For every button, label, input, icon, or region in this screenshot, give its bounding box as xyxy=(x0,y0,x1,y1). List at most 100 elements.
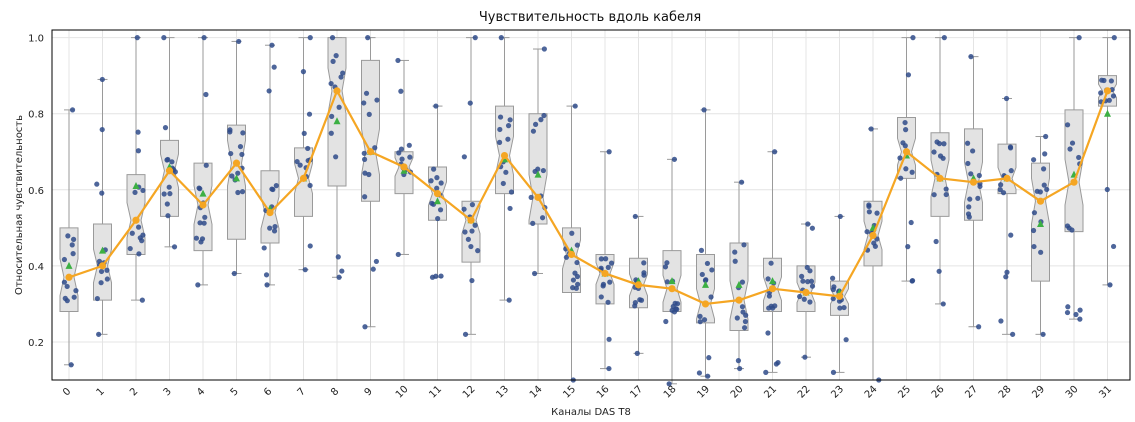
data-point xyxy=(336,104,342,110)
data-point xyxy=(336,274,342,280)
data-point xyxy=(830,296,836,302)
data-point xyxy=(709,267,715,273)
median-marker xyxy=(735,296,743,304)
data-point xyxy=(294,158,300,165)
data-point xyxy=(732,249,738,255)
data-point xyxy=(1031,210,1038,216)
data-point xyxy=(533,121,539,127)
x-tick-label: 29 xyxy=(1030,384,1047,401)
data-point xyxy=(909,278,916,284)
data-point xyxy=(830,286,836,293)
data-point xyxy=(505,123,512,129)
data-point xyxy=(161,191,167,197)
data-point xyxy=(363,90,370,96)
data-point xyxy=(132,189,138,196)
median-marker xyxy=(567,250,576,259)
x-tick-label: 17 xyxy=(628,384,645,401)
data-point xyxy=(374,97,380,103)
box-8 xyxy=(327,37,347,187)
data-point xyxy=(1108,78,1114,84)
data-point xyxy=(1003,274,1009,280)
data-point xyxy=(469,202,476,208)
data-point xyxy=(329,113,335,119)
data-point xyxy=(373,258,379,265)
data-point xyxy=(841,304,847,311)
data-point xyxy=(970,148,976,154)
data-point xyxy=(1044,186,1050,193)
data-point xyxy=(735,357,742,364)
data-point xyxy=(1003,95,1010,102)
data-point xyxy=(608,260,615,266)
data-point xyxy=(129,230,135,236)
x-tick-label: 18 xyxy=(662,384,679,401)
median-marker xyxy=(299,174,308,182)
median-marker xyxy=(936,174,944,182)
data-point xyxy=(302,267,308,273)
data-point xyxy=(99,76,105,83)
data-point xyxy=(203,91,209,98)
data-point xyxy=(399,156,405,162)
data-point xyxy=(271,228,278,234)
data-point xyxy=(498,35,504,41)
data-point xyxy=(193,235,200,241)
x-tick-label: 26 xyxy=(930,384,947,401)
data-point xyxy=(297,162,303,168)
data-point xyxy=(1010,331,1016,337)
median-marker xyxy=(1103,87,1112,95)
x-tick-label: 8 xyxy=(329,386,341,398)
median-marker xyxy=(668,285,676,293)
median-marker xyxy=(902,148,911,156)
data-point xyxy=(698,247,705,253)
data-point xyxy=(166,184,172,190)
data-point xyxy=(605,299,611,305)
data-point xyxy=(805,279,811,285)
data-point xyxy=(902,119,908,126)
data-point xyxy=(573,285,579,291)
data-point xyxy=(775,359,781,366)
data-point xyxy=(909,169,915,175)
data-point xyxy=(800,278,806,284)
data-point xyxy=(943,191,949,198)
median-marker xyxy=(701,300,710,308)
data-point xyxy=(94,181,100,187)
data-point xyxy=(607,279,613,285)
data-point xyxy=(770,305,776,311)
data-point xyxy=(307,35,313,41)
data-point xyxy=(967,196,973,202)
data-point xyxy=(530,128,537,134)
plot-frame xyxy=(51,29,1131,381)
data-point xyxy=(697,313,703,319)
data-point xyxy=(273,183,279,189)
median-marker xyxy=(333,87,341,95)
data-point xyxy=(663,318,669,325)
data-point xyxy=(976,324,982,330)
data-point xyxy=(808,278,815,284)
data-point xyxy=(431,166,437,172)
data-point xyxy=(600,283,606,289)
data-point xyxy=(228,150,234,157)
data-point xyxy=(976,172,982,179)
median-trend-line xyxy=(68,88,1109,306)
data-point xyxy=(335,254,341,260)
data-point xyxy=(998,182,1004,188)
data-point xyxy=(1077,307,1083,313)
data-point xyxy=(197,186,203,192)
data-point xyxy=(531,270,538,277)
data-point xyxy=(664,279,670,285)
data-point xyxy=(575,281,581,287)
data-point xyxy=(462,331,469,337)
data-point xyxy=(507,117,513,123)
data-point xyxy=(135,129,141,135)
data-point xyxy=(429,200,435,206)
median-marker xyxy=(132,216,140,224)
data-point xyxy=(766,305,772,311)
median-marker xyxy=(65,273,73,281)
data-point xyxy=(598,294,604,300)
data-point xyxy=(1037,189,1043,195)
data-point xyxy=(634,350,640,356)
data-point xyxy=(338,74,344,80)
data-point xyxy=(705,373,711,379)
data-point xyxy=(672,300,678,306)
data-point xyxy=(897,155,903,161)
point-layer xyxy=(61,35,1117,387)
